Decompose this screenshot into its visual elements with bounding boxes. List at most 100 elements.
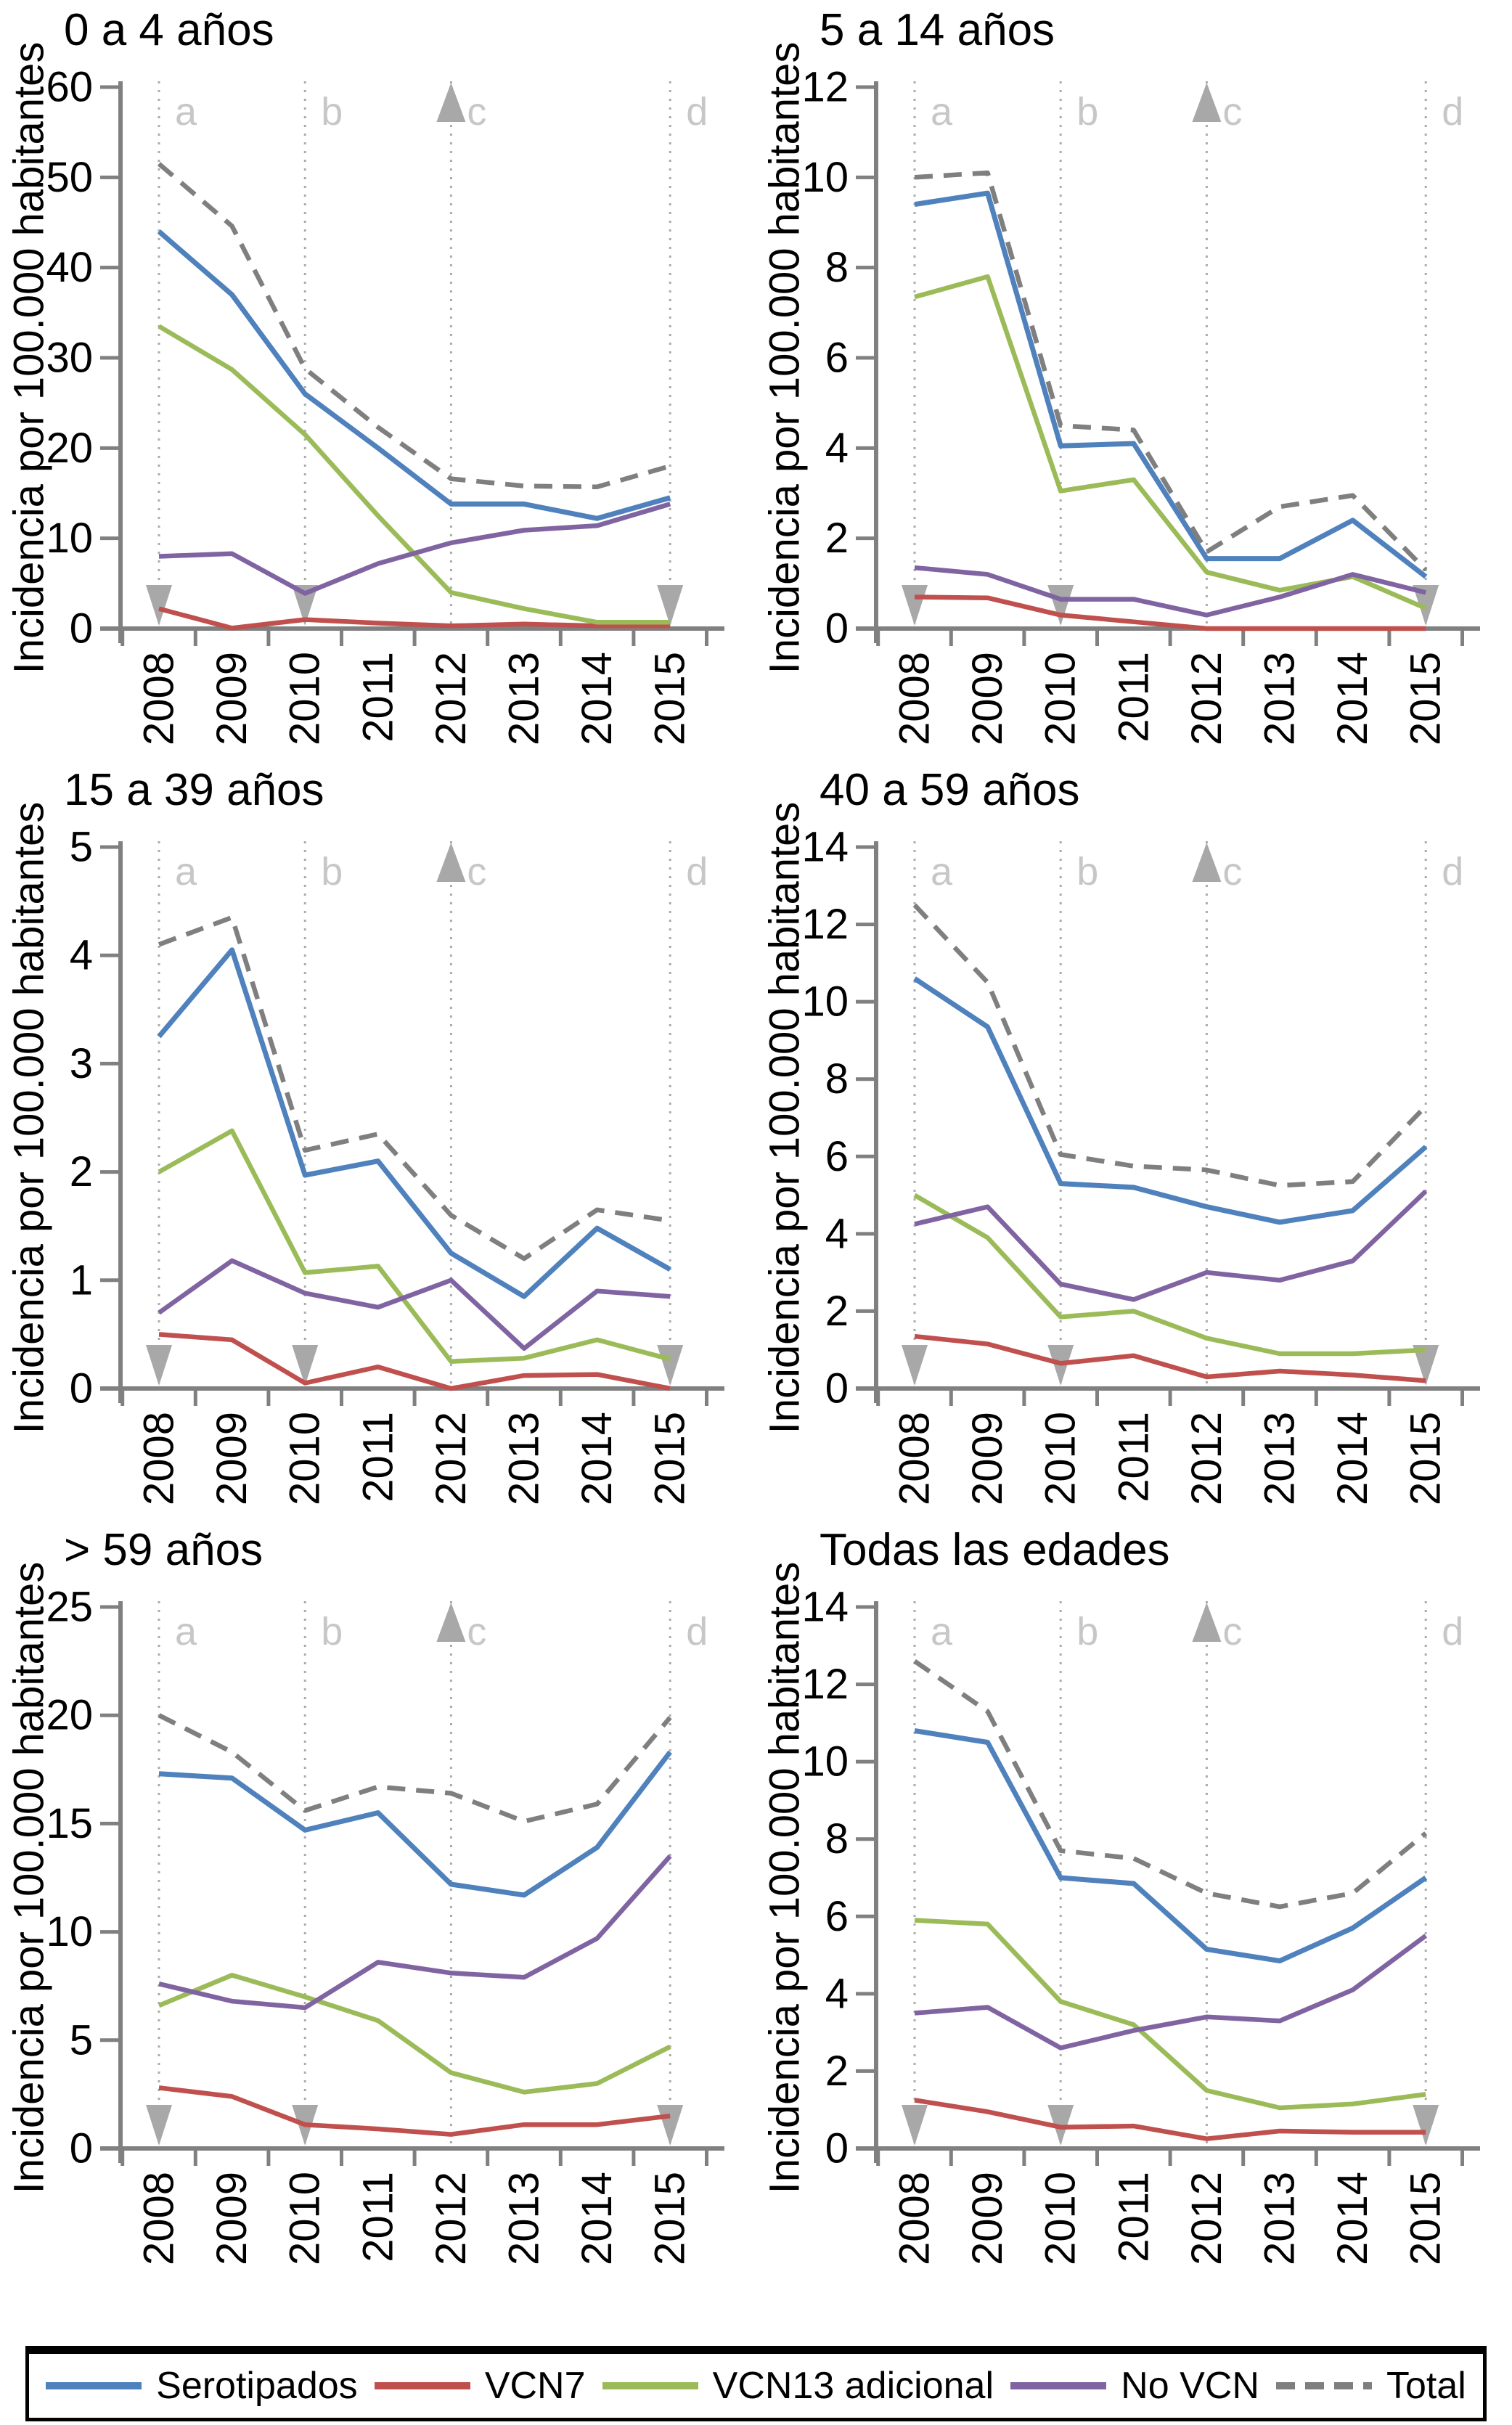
x-tick-label: 2015 <box>647 2172 694 2265</box>
legend: Serotipados VCN7 VCN13 adicional No VCN … <box>25 2346 1487 2421</box>
x-tick-label: 2011 <box>354 652 401 743</box>
y-tick-label: 5 <box>70 2016 93 2064</box>
x-tick-label: 2013 <box>501 652 548 745</box>
x-tick-label: 2008 <box>891 1412 939 1505</box>
x-tick-label: 2014 <box>573 2172 621 2265</box>
down-arrow-icon <box>657 1345 684 1386</box>
y-axis-label: Incidencia por 100.000 habitantes <box>6 1562 53 2194</box>
y-tick-label: 4 <box>70 932 93 979</box>
down-arrow-icon <box>902 2105 928 2146</box>
y-axis-label: Incidencia por 100.000 habitantes <box>761 802 809 1434</box>
x-tick-label: 2015 <box>647 652 694 745</box>
y-tick-label: 8 <box>825 244 849 291</box>
event-letter-b: b <box>321 90 343 134</box>
down-arrow-icon <box>902 1345 928 1386</box>
y-tick-label: 2 <box>825 515 849 562</box>
y-tick-label: 10 <box>801 154 849 201</box>
up-arrow-icon <box>436 83 466 122</box>
panel-title: 5 a 14 años <box>820 5 1055 55</box>
x-tick-label: 2008 <box>136 1412 183 1505</box>
y-tick-label: 3 <box>70 1040 93 1087</box>
event-letter-c: c <box>467 1610 486 1653</box>
series-line-novcn <box>158 502 671 596</box>
x-tick-label: 2008 <box>136 652 183 745</box>
x-tick-label: 2013 <box>501 2172 548 2265</box>
up-arrow-icon <box>436 843 466 882</box>
legend-label-novcn: No VCN <box>1121 2365 1259 2407</box>
legend-label-total: Total <box>1386 2365 1466 2407</box>
y-axis-label: Incidencia por 100.000 habitantes <box>761 1562 809 2194</box>
y-tick-label: 0 <box>825 1365 849 1412</box>
y-tick-label: 4 <box>825 425 849 472</box>
event-letter-b: b <box>1076 90 1098 134</box>
x-tick-label: 2014 <box>573 1412 621 1505</box>
up-arrow-icon <box>436 1603 466 1642</box>
serotipados-line-icon <box>46 2382 142 2389</box>
x-tick-label: 2014 <box>1329 652 1376 745</box>
y-tick-label: 25 <box>46 1584 93 1631</box>
y-tick-label: 1 <box>70 1256 93 1304</box>
y-tick-label: 10 <box>46 1908 93 1955</box>
series-line-serotipados <box>914 1728 1428 1964</box>
event-letter-a: a <box>931 1610 953 1653</box>
series-line-novcn <box>158 1258 671 1351</box>
y-tick-label: 5 <box>70 824 93 871</box>
y-tick-label: 30 <box>46 335 93 382</box>
series-line-total <box>914 170 1428 572</box>
series-line-vcn7 <box>158 2085 671 2137</box>
series-line-serotipados <box>157 947 671 1299</box>
series-line-vcn13 <box>158 1128 671 1364</box>
event-letter-a: a <box>175 850 197 893</box>
y-axis-label: Incidencia por 100.000 habitantes <box>761 42 809 674</box>
y-tick-label: 20 <box>46 1692 93 1739</box>
y-tick-label: 10 <box>46 515 93 562</box>
panel-title: 0 a 4 años <box>64 5 274 55</box>
y-tick-label: 2 <box>825 1288 849 1335</box>
y-tick-label: 0 <box>825 2125 849 2172</box>
x-tick-label: 2014 <box>1329 1412 1376 1505</box>
y-axis-label: Incidencia por 100.000 habitantes <box>6 42 53 674</box>
y-tick-label: 6 <box>825 1893 849 1940</box>
up-arrow-icon <box>1192 1603 1222 1642</box>
y-tick-label: 50 <box>46 154 93 201</box>
x-tick-label: 2011 <box>354 1412 401 1502</box>
event-letter-d: d <box>686 850 708 893</box>
up-arrow-icon <box>1192 843 1222 882</box>
series-line-serotipados <box>157 229 671 521</box>
down-arrow-icon <box>1413 2105 1439 2146</box>
series-line-total <box>158 915 671 1261</box>
y-tick-label: 2 <box>825 2048 849 2095</box>
series-line-total <box>913 1659 1428 1910</box>
event-letter-c: c <box>467 90 486 134</box>
y-tick-label: 0 <box>70 2125 93 2172</box>
series-line-vcn13 <box>914 1918 1426 2111</box>
x-tick-label: 2013 <box>1256 2172 1304 2265</box>
x-tick-label: 2013 <box>501 1412 548 1505</box>
event-letter-d: d <box>1442 850 1463 893</box>
down-arrow-icon <box>1413 585 1439 626</box>
x-tick-label: 2011 <box>1110 652 1157 743</box>
legend-item-novcn: No VCN <box>1010 2367 1259 2405</box>
x-tick-label: 2011 <box>354 2172 401 2262</box>
series-line-vcn13 <box>913 1193 1426 1357</box>
series-line-total <box>912 903 1428 1188</box>
x-tick-label: 2014 <box>573 652 621 745</box>
y-tick-label: 4 <box>825 1970 849 2017</box>
event-letter-b: b <box>1076 850 1098 893</box>
event-letter-c: c <box>1222 90 1242 134</box>
legend-label-vcn13: VCN13 adicional <box>712 2365 994 2407</box>
legend-label-vcn7: VCN7 <box>484 2365 586 2407</box>
x-tick-label: 2010 <box>282 652 329 745</box>
total-line-icon <box>1276 2382 1373 2389</box>
panel-title: 15 a 39 años <box>64 765 324 815</box>
y-tick-label: 6 <box>825 1133 849 1180</box>
series-line-total <box>158 1713 672 1824</box>
down-arrow-icon <box>146 2105 172 2146</box>
event-letter-c: c <box>1222 1610 1242 1653</box>
x-tick-label: 2013 <box>1256 652 1304 745</box>
event-letter-c: c <box>1222 850 1242 893</box>
x-tick-label: 2010 <box>282 1412 329 1505</box>
x-tick-label: 2008 <box>891 652 939 745</box>
